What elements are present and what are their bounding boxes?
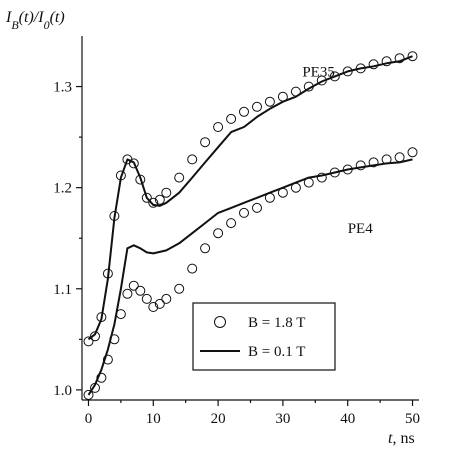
data-point-pe35-high-field (200, 137, 211, 148)
data-point-pe35-high-field (161, 187, 172, 198)
data-point-pe4-high-field (329, 167, 340, 178)
data-point-pe35-high-field (187, 154, 198, 165)
data-point-pe35-high-field (213, 122, 224, 132)
series-layer (83, 51, 418, 400)
data-point-pe4-high-field (174, 283, 185, 294)
data-point-pe4-high-field (226, 218, 237, 229)
data-point-pe4-high-field (252, 202, 262, 213)
y-tick-label: 1.2 (53, 181, 72, 197)
data-point-pe35-high-field (368, 59, 379, 70)
data-point-pe4-high-field (303, 177, 314, 188)
data-point-pe35-high-field (96, 312, 107, 323)
data-point-pe35-high-field (141, 192, 152, 203)
x-tick-label: 40 (340, 411, 355, 427)
legend-label-high-field: B = 1.8 T (248, 315, 305, 331)
data-point-pe4-high-field (213, 228, 224, 239)
data-point-pe35-high-field (355, 63, 366, 74)
data-point-pe4-high-field (200, 243, 211, 254)
x-tick-label: 30 (275, 411, 290, 427)
data-point-pe4-high-field (154, 298, 165, 309)
data-point-pe4-high-field (239, 207, 249, 218)
data-point-pe4-high-field (161, 293, 172, 304)
x-tick-label: 0 (85, 411, 93, 427)
data-point-pe35-high-field (109, 211, 120, 221)
data-point-pe4-high-field (355, 160, 366, 171)
y-axis-title: IB(t)/I0(t) (5, 9, 65, 32)
y-tick-label: 1.1 (53, 282, 72, 298)
data-point-pe4-high-field (277, 187, 288, 198)
legend-label-low-field: B = 0.1 T (248, 344, 305, 360)
legend-marker-circle (214, 316, 226, 328)
data-point-pe4-high-field (135, 285, 146, 296)
x-axis-title: t, ns (388, 430, 415, 447)
data-point-pe4-high-field (148, 302, 159, 312)
data-point-pe35-high-field (316, 75, 327, 86)
data-point-pe35-high-field (381, 56, 392, 67)
annotation-pe35: PE35 (302, 64, 335, 80)
data-point-pe35-high-field (128, 158, 139, 169)
data-point-pe4-high-field (141, 293, 152, 304)
data-point-pe35-high-field (154, 194, 165, 205)
data-point-pe35-high-field (226, 113, 237, 124)
data-point-pe35-high-field (407, 51, 418, 62)
data-point-pe4-high-field (109, 334, 120, 345)
series-line-pe4-low-field (87, 158, 413, 396)
data-point-pe4-high-field (122, 288, 133, 299)
data-point-pe35-high-field (252, 101, 262, 112)
data-point-pe35-high-field (102, 268, 113, 279)
data-point-pe4-high-field (394, 152, 405, 163)
data-point-pe35-high-field (290, 86, 301, 97)
data-point-pe35-high-field (174, 172, 185, 183)
data-point-pe4-high-field (316, 172, 327, 183)
x-tick-label: 10 (146, 411, 161, 427)
x-tick-label: 50 (405, 411, 420, 427)
legend: B = 1.8 T B = 0.1 T (192, 302, 336, 371)
data-point-pe4-high-field (115, 309, 126, 320)
data-point-pe4-high-field (96, 372, 107, 383)
data-point-pe4-high-field (290, 182, 301, 193)
data-point-pe4-high-field (342, 164, 353, 175)
annotation-pe4: PE4 (348, 221, 374, 237)
data-point-pe35-high-field (83, 336, 94, 347)
data-point-pe35-high-field (277, 91, 288, 102)
data-point-pe35-high-field (90, 331, 100, 342)
data-point-pe35-high-field (135, 174, 146, 185)
y-tick-label: 1.3 (53, 80, 72, 96)
data-point-pe4-high-field (83, 389, 94, 400)
data-point-pe4-high-field (187, 263, 198, 274)
data-point-pe35-high-field (148, 197, 159, 208)
x-tick-label: 20 (211, 411, 226, 427)
data-point-pe35-high-field (115, 170, 126, 181)
y-tick-label: 1.0 (53, 383, 72, 399)
data-point-pe35-high-field (264, 96, 275, 107)
data-point-pe4-high-field (381, 154, 392, 165)
data-point-pe35-high-field (303, 81, 314, 92)
data-point-pe4-high-field (128, 280, 139, 291)
data-point-pe4-high-field (264, 192, 275, 203)
data-point-pe35-high-field (239, 106, 249, 117)
data-point-pe4-high-field (368, 157, 379, 168)
series-line-pe35-low-field (87, 55, 413, 341)
tick-group: 0 10 20 30 40 50 1.0 1.1 1.2 1.3 (53, 80, 420, 427)
data-point-pe4-high-field (407, 147, 418, 158)
legend-box (192, 302, 336, 371)
data-point-pe35-high-field (394, 53, 405, 64)
data-point-pe4-high-field (102, 354, 113, 365)
data-point-pe4-high-field (90, 382, 100, 393)
data-point-pe35-high-field (342, 66, 353, 77)
data-point-pe35-high-field (329, 71, 340, 82)
